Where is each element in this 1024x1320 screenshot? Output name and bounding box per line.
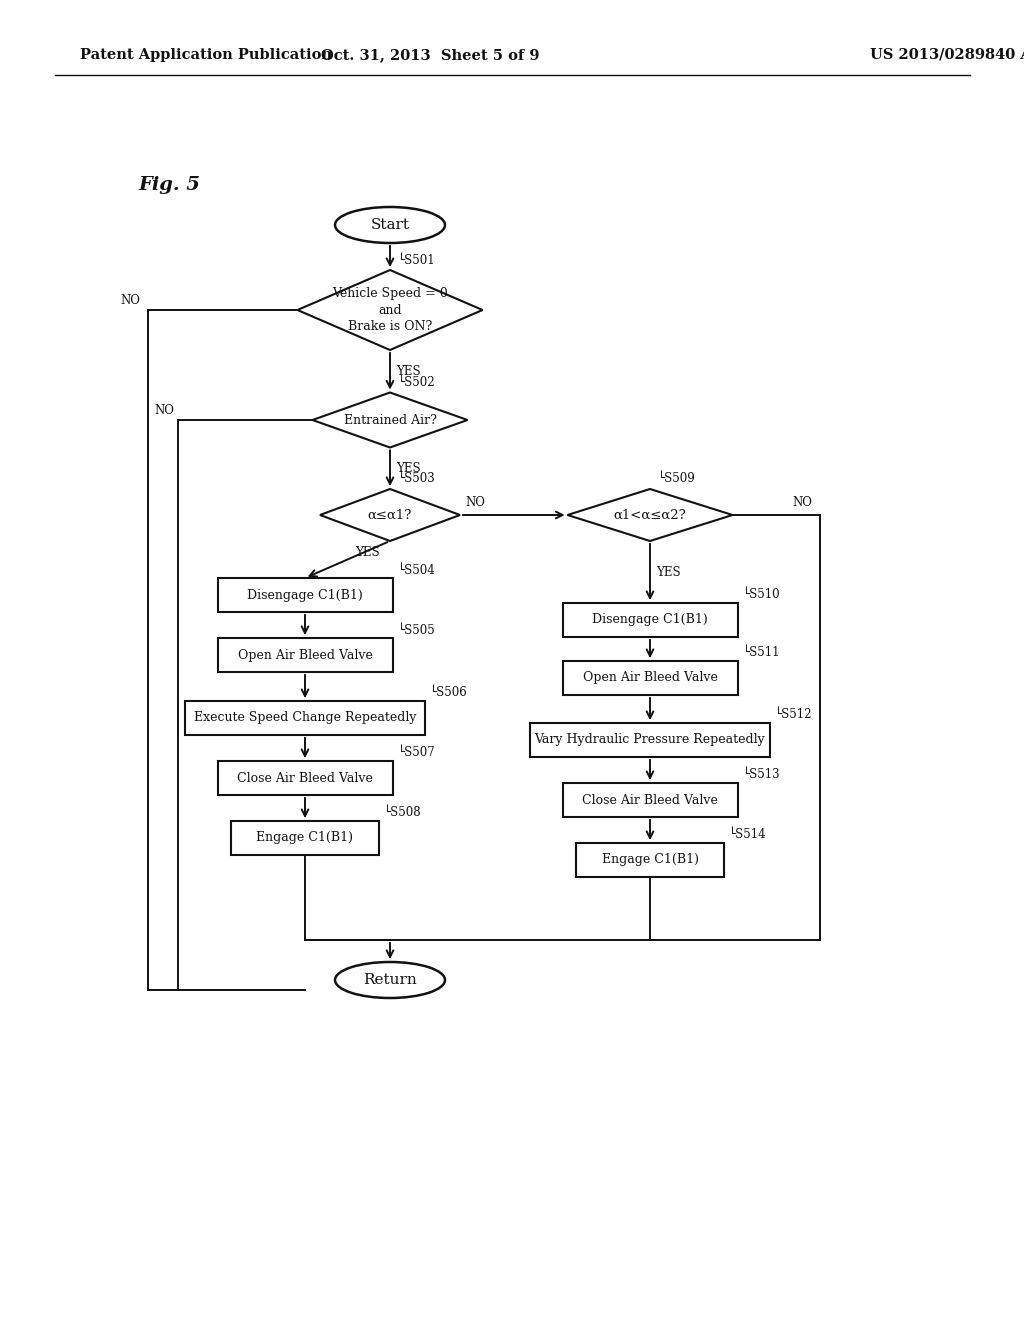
Text: └S505: └S505 bbox=[397, 623, 435, 636]
Text: └S503: └S503 bbox=[398, 473, 436, 486]
Text: Disengage C1(B1): Disengage C1(B1) bbox=[247, 589, 362, 602]
Text: Oct. 31, 2013  Sheet 5 of 9: Oct. 31, 2013 Sheet 5 of 9 bbox=[321, 48, 540, 62]
Text: Fig. 5: Fig. 5 bbox=[138, 176, 200, 194]
Text: Entrained Air?: Entrained Air? bbox=[344, 413, 436, 426]
Text: └S507: └S507 bbox=[397, 747, 435, 759]
Text: NO: NO bbox=[120, 293, 140, 306]
Text: Brake is ON?: Brake is ON? bbox=[348, 319, 432, 333]
Text: Patent Application Publication: Patent Application Publication bbox=[80, 48, 332, 62]
Text: └S509: └S509 bbox=[658, 473, 695, 486]
Text: └S511: └S511 bbox=[742, 647, 780, 660]
Text: └S512: └S512 bbox=[775, 709, 812, 722]
Text: └S508: └S508 bbox=[384, 807, 422, 820]
Text: α≤α1?: α≤α1? bbox=[368, 508, 413, 521]
Text: └S506: └S506 bbox=[430, 686, 468, 700]
Text: NO: NO bbox=[154, 404, 174, 417]
Text: YES: YES bbox=[396, 364, 421, 378]
Text: └S510: └S510 bbox=[742, 589, 780, 602]
Text: Close Air Bleed Valve: Close Air Bleed Valve bbox=[238, 771, 373, 784]
Text: └S513: └S513 bbox=[742, 768, 780, 781]
Text: └S514: └S514 bbox=[729, 829, 767, 842]
Text: └S501: └S501 bbox=[398, 253, 435, 267]
Text: NO: NO bbox=[792, 496, 812, 510]
Text: Start: Start bbox=[371, 218, 410, 232]
Text: YES: YES bbox=[656, 565, 681, 578]
Text: NO: NO bbox=[465, 496, 485, 510]
Text: Engage C1(B1): Engage C1(B1) bbox=[601, 854, 698, 866]
Text: Execute Speed Change Repeatedly: Execute Speed Change Repeatedly bbox=[194, 711, 416, 725]
Text: └S504: └S504 bbox=[397, 564, 435, 577]
Text: Close Air Bleed Valve: Close Air Bleed Valve bbox=[582, 793, 718, 807]
Text: Open Air Bleed Valve: Open Air Bleed Valve bbox=[583, 672, 718, 685]
Text: Return: Return bbox=[364, 973, 417, 987]
Text: YES: YES bbox=[355, 546, 380, 560]
Text: Disengage C1(B1): Disengage C1(B1) bbox=[592, 614, 708, 627]
Text: └S502: └S502 bbox=[398, 376, 435, 389]
Text: Engage C1(B1): Engage C1(B1) bbox=[256, 832, 353, 845]
Text: YES: YES bbox=[396, 462, 421, 475]
Text: Vehicle Speed = 0: Vehicle Speed = 0 bbox=[332, 288, 447, 301]
Text: Open Air Bleed Valve: Open Air Bleed Valve bbox=[238, 648, 373, 661]
Text: and: and bbox=[378, 304, 401, 317]
Text: Vary Hydraulic Pressure Repeatedly: Vary Hydraulic Pressure Repeatedly bbox=[535, 734, 765, 747]
Text: α1<α≤α2?: α1<α≤α2? bbox=[613, 508, 686, 521]
Text: US 2013/0289840 A1: US 2013/0289840 A1 bbox=[870, 48, 1024, 62]
